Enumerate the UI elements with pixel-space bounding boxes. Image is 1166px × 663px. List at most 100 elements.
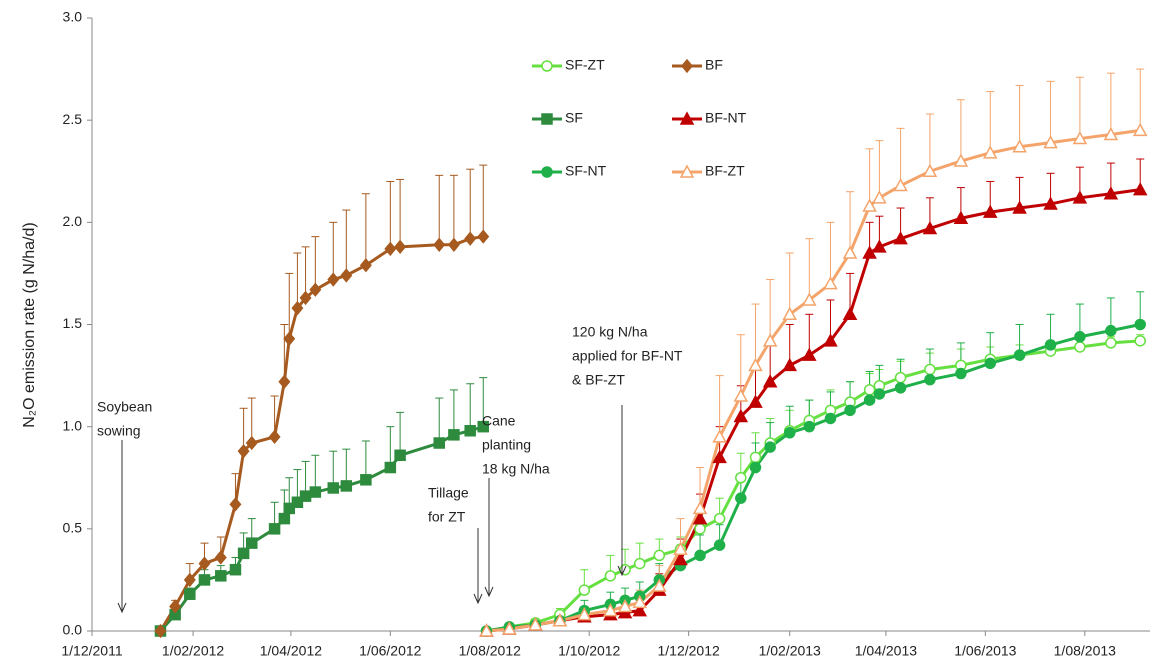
- marker: [764, 441, 776, 453]
- error-bar: [342, 448, 351, 486]
- marker: [291, 496, 304, 509]
- annotation: for ZT: [428, 509, 466, 525]
- legend-label: BF: [705, 57, 723, 73]
- x-tick-label: 1/04/2012: [260, 643, 322, 659]
- marker: [692, 500, 708, 515]
- marker: [299, 490, 312, 502]
- marker: [309, 282, 322, 297]
- marker: [394, 239, 407, 255]
- error-bar: [396, 178, 405, 247]
- marker: [237, 547, 250, 560]
- error-bar: [766, 279, 775, 341]
- marker: [803, 420, 816, 433]
- marker: [477, 420, 489, 433]
- error-bar: [301, 246, 310, 298]
- annotation: & BF-ZT: [572, 372, 625, 388]
- marker: [862, 198, 877, 212]
- error-bar: [449, 389, 458, 435]
- x-tick-label: 1/04/2013: [855, 643, 917, 659]
- marker: [1074, 341, 1086, 353]
- error-bar: [956, 99, 965, 162]
- marker: [735, 472, 747, 484]
- marker: [541, 60, 553, 72]
- error-bar: [466, 383, 475, 431]
- marker: [653, 549, 666, 562]
- marker: [749, 461, 762, 474]
- marker: [541, 113, 553, 125]
- marker: [215, 570, 227, 582]
- marker: [541, 166, 553, 178]
- y-tick-label: 0.5: [63, 520, 83, 536]
- marker: [278, 512, 291, 525]
- marker: [448, 429, 460, 441]
- marker: [842, 306, 858, 321]
- error-bar: [386, 426, 395, 468]
- legend-entry: BF-NT: [672, 110, 747, 126]
- marker: [894, 371, 907, 384]
- marker: [528, 617, 543, 631]
- marker: [502, 621, 517, 635]
- annotation: sowing: [97, 423, 141, 439]
- marker: [713, 539, 726, 551]
- error-bar: [1046, 80, 1055, 143]
- marker: [1072, 190, 1088, 204]
- marker: [673, 541, 688, 556]
- marker: [783, 427, 796, 439]
- marker: [673, 551, 688, 566]
- marker: [893, 177, 908, 192]
- marker: [477, 229, 490, 244]
- annotation: Soybean: [97, 399, 152, 415]
- marker: [340, 480, 353, 492]
- y-tick-label: 1.5: [63, 315, 83, 331]
- marker: [552, 613, 568, 627]
- error-bar: [805, 238, 814, 300]
- error-bar: [986, 91, 995, 153]
- marker: [823, 333, 838, 347]
- marker: [1134, 335, 1146, 347]
- y-tick-label: 1.0: [63, 417, 83, 433]
- error-bar: [846, 191, 855, 253]
- marker: [802, 347, 817, 361]
- marker: [154, 623, 167, 639]
- marker: [169, 599, 182, 614]
- marker: [268, 523, 281, 535]
- marker: [1105, 324, 1117, 337]
- annotation: Cane: [482, 413, 516, 429]
- error-bar: [715, 375, 724, 437]
- error-bar: [751, 303, 760, 366]
- y-tick-label: 2.5: [63, 111, 83, 127]
- legend-label: SF: [565, 110, 583, 126]
- error-bar: [826, 221, 835, 284]
- marker: [278, 374, 291, 389]
- marker: [229, 497, 242, 512]
- legend-entry: SF-NT: [532, 163, 607, 179]
- legend-entry: SF: [532, 110, 583, 126]
- error-bar: [865, 148, 874, 206]
- marker: [291, 300, 304, 316]
- marker: [309, 486, 322, 498]
- error-bar: [311, 454, 320, 493]
- marker: [1105, 337, 1117, 349]
- marker: [283, 331, 296, 346]
- marker: [679, 111, 695, 125]
- marker: [694, 523, 706, 535]
- marker: [735, 492, 747, 504]
- marker: [1103, 126, 1119, 141]
- error-bar: [479, 377, 488, 427]
- error-bar: [925, 113, 934, 172]
- marker: [578, 584, 591, 596]
- x-tick-label: 1/10/2012: [558, 643, 620, 659]
- marker: [924, 373, 936, 386]
- error-bar: [1136, 68, 1145, 131]
- legend-label: BF-ZT: [705, 163, 745, 179]
- marker: [632, 603, 648, 617]
- annotation: Tillage: [428, 485, 469, 501]
- marker: [762, 374, 778, 388]
- marker: [782, 306, 797, 321]
- x-tick-label: 1/08/2013: [1054, 643, 1116, 659]
- annotation: 120 kg N/ha: [572, 324, 648, 340]
- error-bar: [875, 140, 884, 198]
- marker: [748, 394, 763, 408]
- marker: [1103, 186, 1119, 200]
